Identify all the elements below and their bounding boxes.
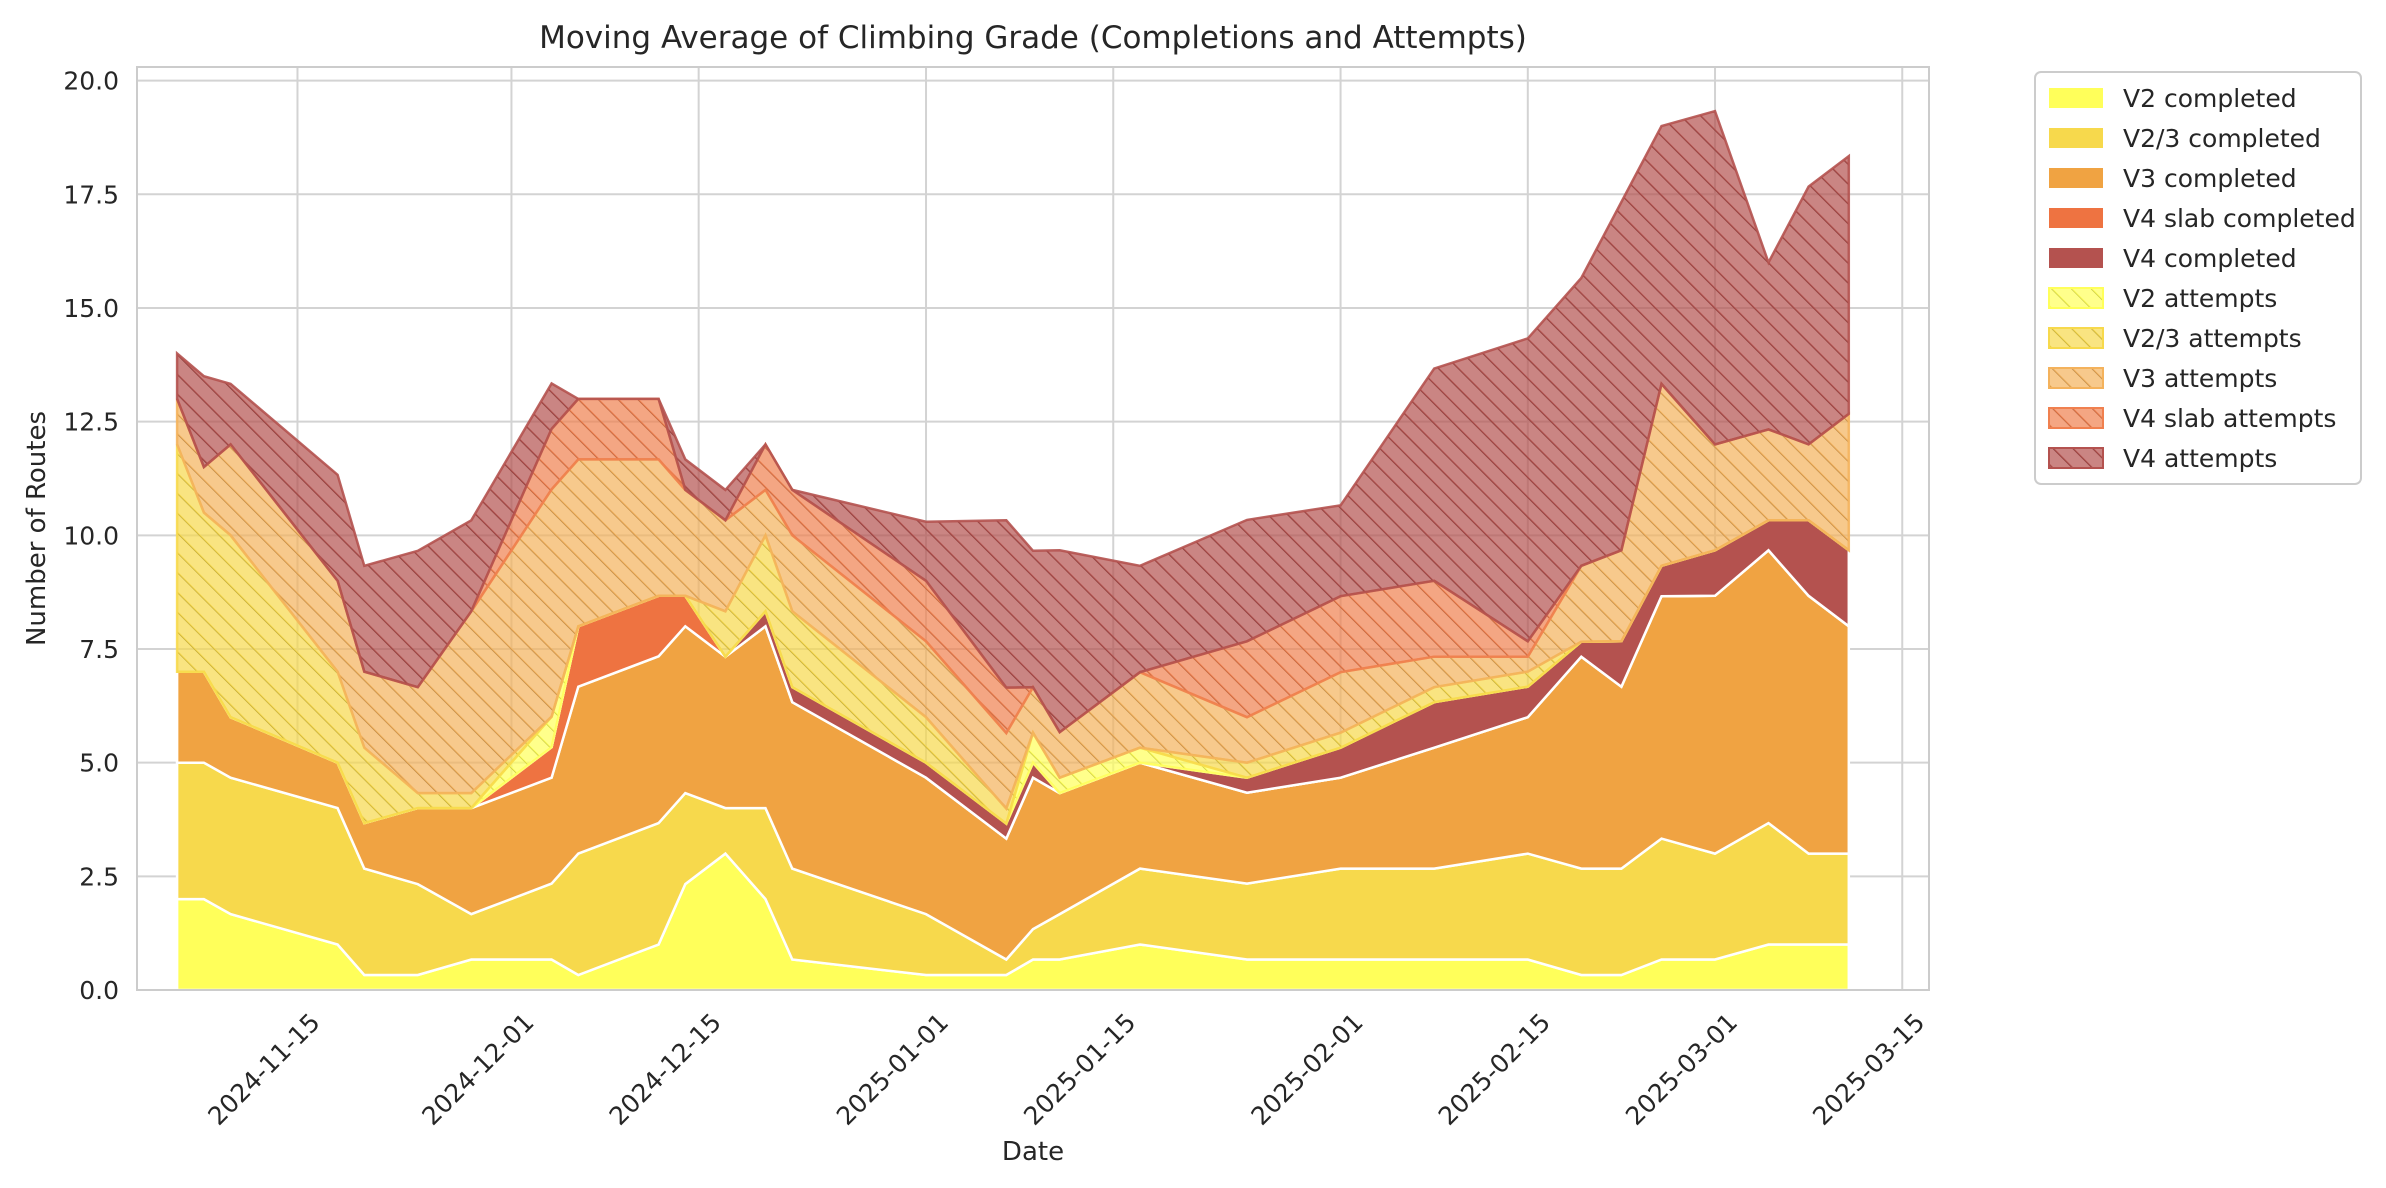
- legend-label-v2-3-attempts: V2/3 attempts: [2123, 324, 2302, 353]
- legend-swatch-v2-attempts: [2048, 287, 2104, 309]
- chart-title: Moving Average of Climbing Grade (Comple…: [539, 20, 1527, 56]
- x-axis-label: Date: [1002, 1137, 1064, 1167]
- legend: V2 completed V2/3 completed V3 completed V4…: [2034, 71, 2362, 485]
- legend-swatch-v4-attempts: [2048, 447, 2104, 469]
- legend-swatch-v3-completed: [2049, 168, 2103, 188]
- y-tick-label: 17.5: [63, 180, 119, 209]
- legend-label-v3-attempts: V3 attempts: [2123, 364, 2277, 393]
- y-axis-label: Number of Routes: [22, 411, 52, 646]
- plot-area: [136, 66, 1930, 992]
- legend-swatch-v2-3-completed: [2049, 128, 2103, 148]
- legend-label-v2-3-completed: V2/3 completed: [2123, 124, 2321, 153]
- plot-frame: [136, 66, 1930, 991]
- y-tick-label: 2.5: [79, 862, 119, 891]
- y-tick-label: 5.0: [79, 749, 119, 778]
- area-v4-attempts: [175, 109, 1851, 735]
- legend-label-v3-completed: V3 completed: [2123, 164, 2297, 193]
- legend-swatch-v4-slab-completed: [2049, 208, 2103, 228]
- legend-label-v4-completed: V4 completed: [2123, 244, 2297, 273]
- legend-label-v2-completed: V2 completed: [2123, 84, 2297, 113]
- legend-label-v2-attempts: V2 attempts: [2123, 284, 2277, 313]
- legend-swatch-v4-slab-attempts: [2048, 407, 2104, 429]
- y-axis-ticks: 0.0 2.5 5.0 7.5 10.0 12.5 15.0 17.5 20.0: [63, 67, 119, 1005]
- y-tick-label: 7.5: [79, 635, 119, 664]
- legend-swatch-v4-completed: [2049, 248, 2103, 268]
- legend-swatch-v2-completed: [2049, 88, 2103, 108]
- y-tick-label: 0.0: [79, 976, 119, 1005]
- y-tick-label: 20.0: [63, 67, 119, 96]
- legend-label-v4-slab-attempts: V4 slab attempts: [2123, 404, 2336, 433]
- stacked-areas: [175, 109, 1851, 992]
- y-tick-label: 15.0: [63, 294, 119, 323]
- legend-swatch-v3-attempts: [2048, 367, 2104, 389]
- y-tick-label: 12.5: [63, 408, 119, 437]
- legend-label-v4-attempts: V4 attempts: [2123, 444, 2277, 473]
- y-tick-label: 10.0: [63, 521, 119, 550]
- legend-box: [2034, 71, 2362, 485]
- legend-label-v4-slab-completed: V4 slab completed: [2123, 204, 2356, 233]
- legend-swatch-v2-3-attempts: [2048, 327, 2104, 349]
